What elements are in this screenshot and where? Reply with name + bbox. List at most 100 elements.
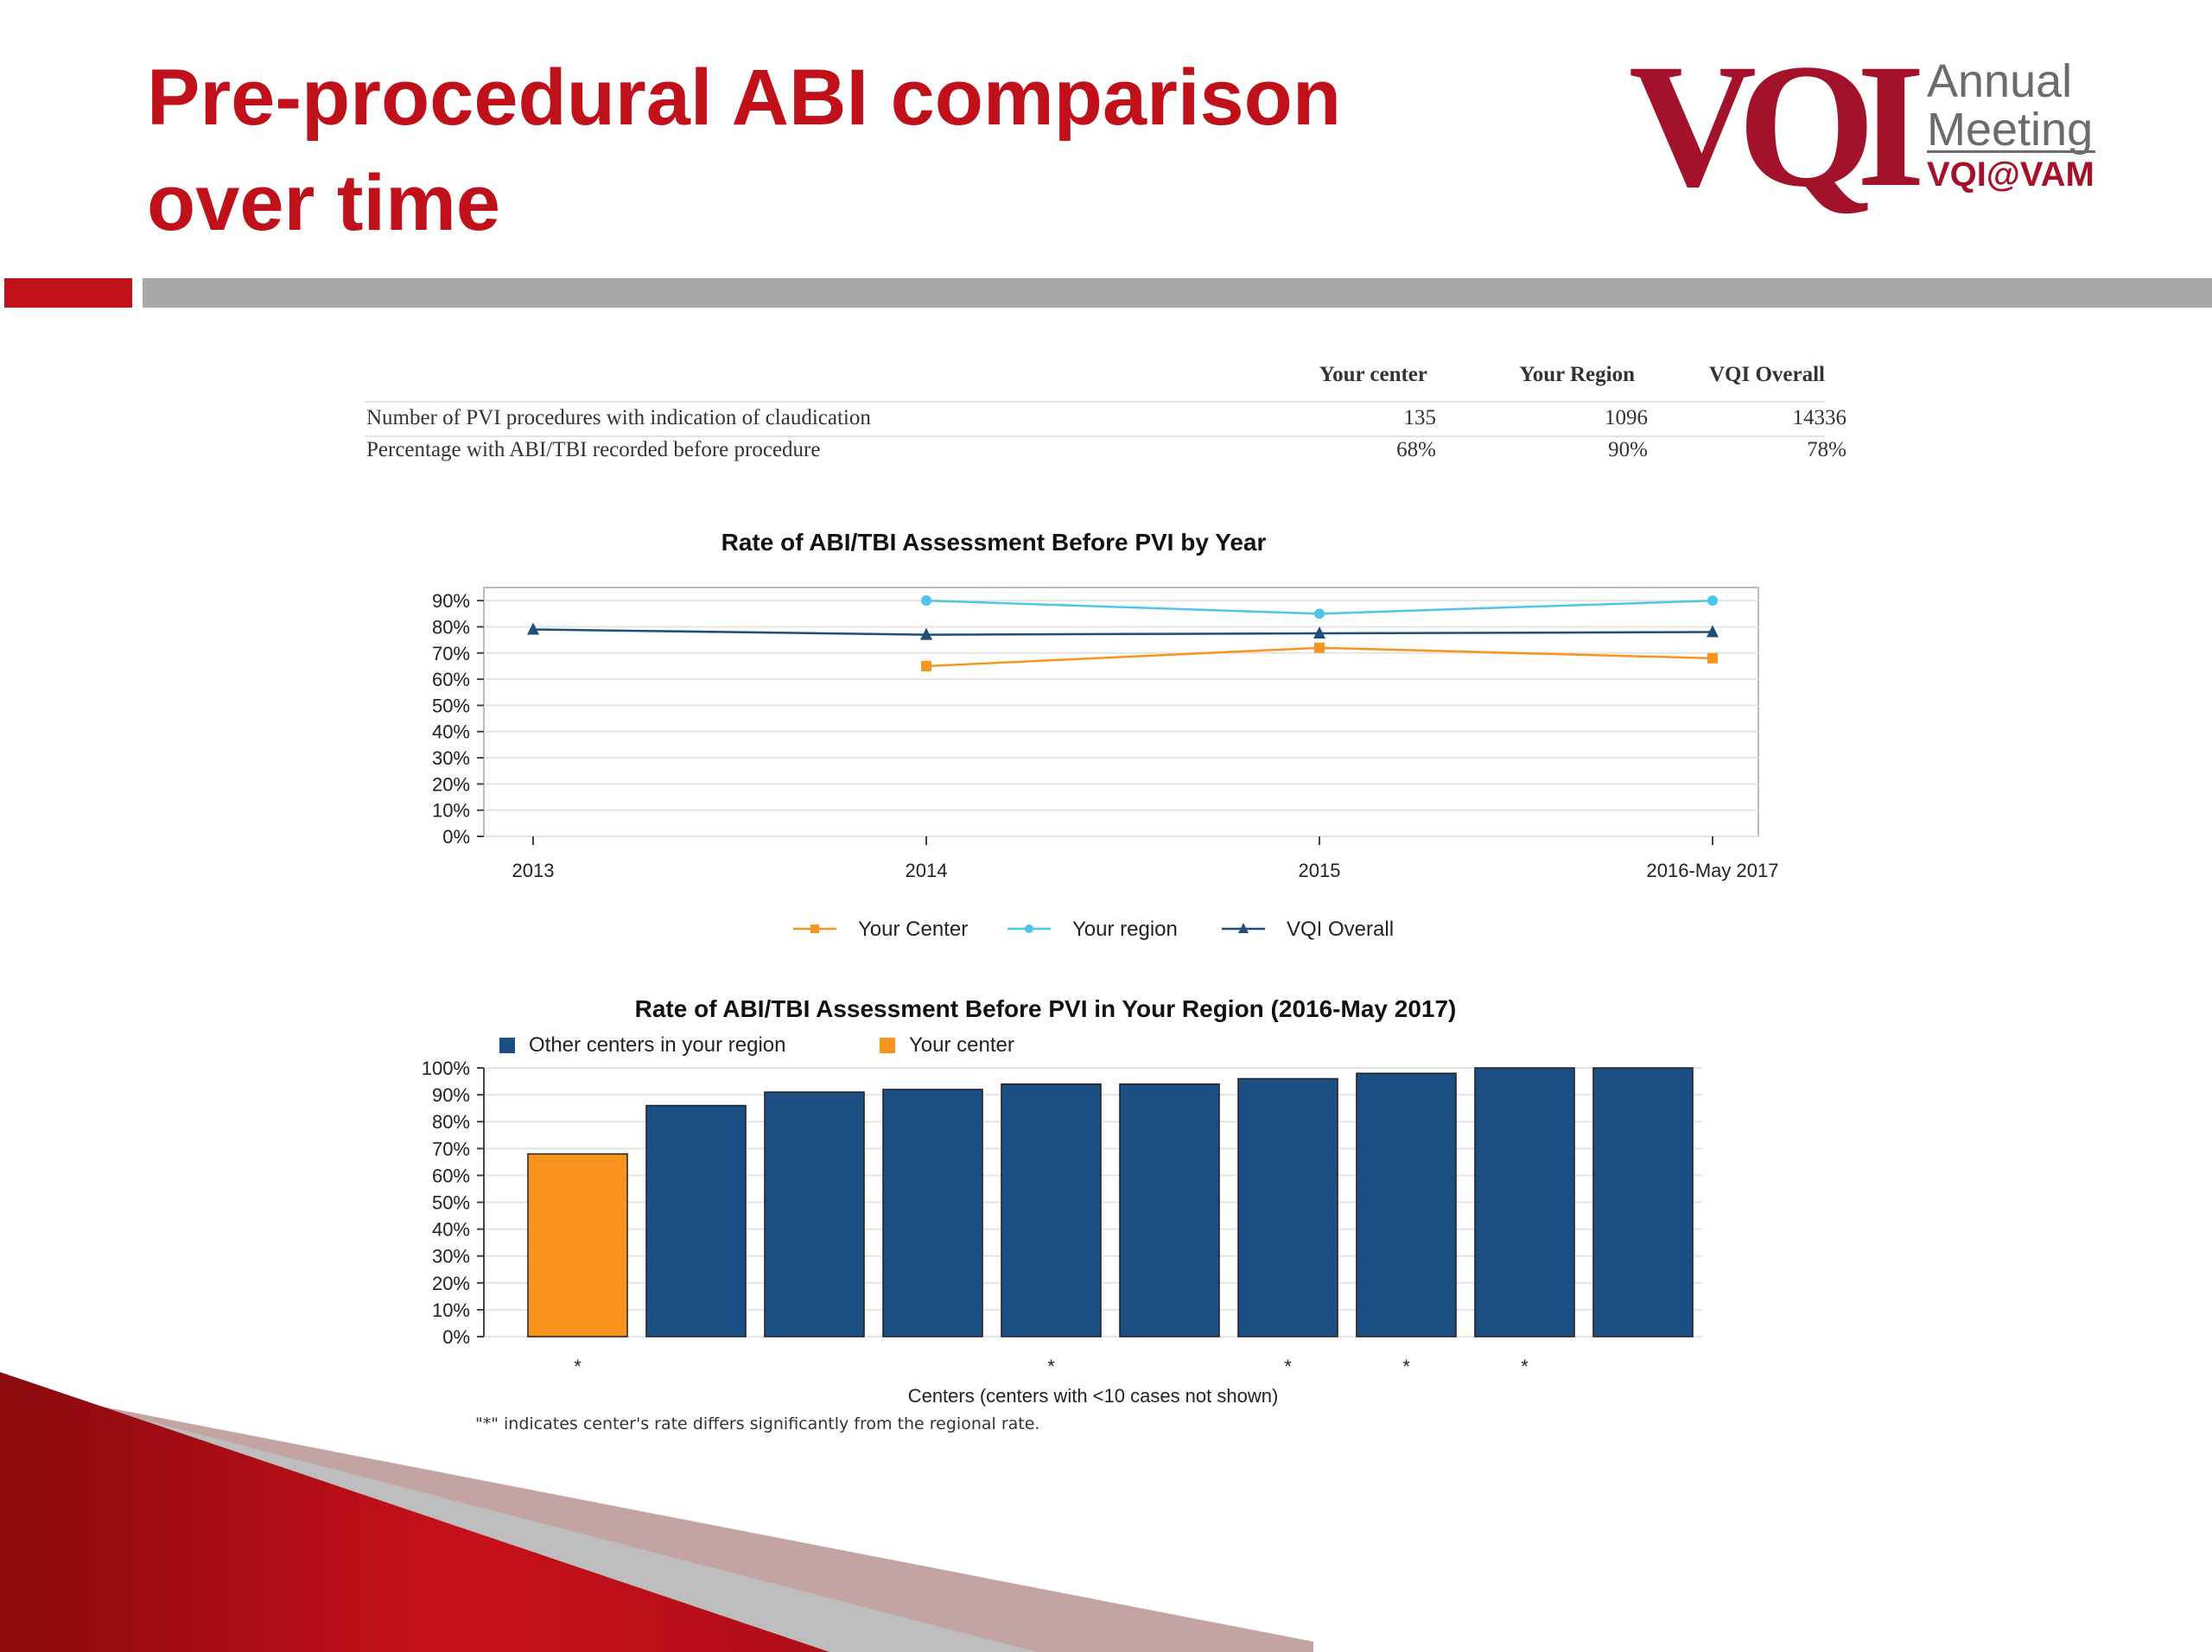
col-header-your-region: Your Region — [1519, 363, 1635, 386]
y-tick-label: 50% — [432, 695, 470, 716]
x-tick-label: 2013 — [512, 860, 555, 881]
x-tick-label: 2015 — [1299, 860, 1341, 881]
y-tick-label: 60% — [432, 669, 470, 690]
series-vqi-overall — [527, 622, 1719, 640]
y-tick-label: 20% — [432, 773, 470, 795]
series-your-region — [921, 595, 1718, 620]
y-tick-label: 50% — [432, 1192, 470, 1214]
marker-square — [810, 924, 819, 933]
legend-item: VQI Overall — [1222, 918, 1394, 941]
y-tick-label: 0% — [442, 826, 470, 848]
y-tick-label: 40% — [432, 721, 470, 743]
x-axis-label: Centers (centers with <10 cases not show… — [908, 1385, 1279, 1407]
legend-label: Your Center — [858, 918, 968, 941]
cell-your-region: 90% — [1608, 438, 1648, 461]
y-tick-label: 30% — [432, 1246, 470, 1268]
y-tick-label: 80% — [432, 616, 470, 638]
y-tick-label: 0% — [442, 1326, 470, 1348]
logo-line-vam: VQI@VAM — [1927, 156, 2094, 194]
y-tick-label: 40% — [432, 1219, 470, 1241]
bar — [527, 1153, 628, 1337]
row-label: Percentage with ABI/TBI recorded before … — [366, 438, 821, 461]
cell-your-center: 135 — [1403, 406, 1437, 429]
legend-item: Your center — [880, 1033, 1014, 1057]
col-header-vqi-overall: VQI Overall — [1708, 363, 1825, 386]
col-header-your-center: Your center — [1319, 363, 1427, 386]
bar — [1119, 1083, 1220, 1337]
marker-triangle — [920, 627, 932, 640]
legend-item: Your region — [1007, 918, 1178, 941]
significance-marker: * — [1284, 1356, 1292, 1377]
significance-marker: * — [1047, 1356, 1055, 1377]
marker-triangle — [1238, 923, 1249, 933]
bar-chart-title: Rate of ABI/TBI Assessment Before PVI in… — [634, 995, 1457, 1022]
y-tick-label: 100% — [422, 1058, 470, 1079]
marker-square — [1314, 642, 1325, 653]
table-rule — [365, 401, 1825, 403]
row-label: Number of PVI procedures with indication… — [366, 406, 871, 429]
y-tick-label: 10% — [432, 1299, 470, 1321]
header-divider-bar — [143, 278, 2212, 308]
significance-marker: * — [1521, 1356, 1529, 1377]
y-tick-label: 20% — [432, 1273, 470, 1294]
cell-vqi-overall: 78% — [1807, 438, 1847, 461]
logo-line-annual: Annual — [1927, 55, 2073, 107]
x-tick-label: 2016-May 2017 — [1647, 860, 1779, 881]
bar — [1237, 1077, 1338, 1337]
logo-line-meeting: Meeting — [1927, 104, 2094, 156]
legend-label: Other centers in your region — [529, 1033, 785, 1057]
bar — [1592, 1067, 1694, 1337]
marker-square — [921, 660, 931, 671]
marker-triangle — [527, 622, 539, 635]
cell-your-center: 68% — [1396, 438, 1436, 461]
y-tick-label: 70% — [432, 643, 470, 664]
y-tick-label: 10% — [432, 800, 470, 822]
logo-rule — [1927, 150, 2095, 153]
significance-marker: * — [1402, 1356, 1410, 1377]
logo-mark: VQI — [1629, 28, 1925, 224]
legend-swatch — [499, 1038, 515, 1053]
y-tick-label: 60% — [432, 1165, 470, 1186]
bar — [1356, 1072, 1457, 1337]
slide-title: Pre-procedural ABI comparison over time — [147, 54, 1342, 247]
header-accent-bar — [4, 278, 132, 308]
bar — [1001, 1083, 1102, 1337]
table-rule — [365, 435, 1825, 437]
marker-triangle — [1707, 625, 1719, 638]
legend-label: Your region — [1072, 918, 1178, 941]
y-tick-label: 30% — [432, 747, 470, 769]
bar — [882, 1089, 983, 1337]
marker-circle — [1314, 608, 1325, 620]
cell-vqi-overall: 14336 — [1792, 406, 1847, 429]
legend-item: Your Center — [793, 918, 968, 941]
marker-circle — [1025, 924, 1033, 933]
y-tick-label: 70% — [432, 1138, 470, 1160]
cell-your-region: 1096 — [1605, 406, 1648, 429]
bar-chart-footnote: "*" indicates center's rate differs sign… — [475, 1414, 1040, 1433]
marker-circle — [1707, 595, 1718, 607]
marker-circle — [921, 595, 931, 607]
x-tick-label: 2014 — [906, 860, 948, 881]
legend-label: VQI Overall — [1287, 918, 1394, 941]
series-line — [532, 628, 1713, 636]
table-row: Percentage with ABI/TBI recorded before … — [365, 438, 1847, 469]
marker-square — [1707, 652, 1718, 664]
significance-marker: * — [574, 1356, 582, 1377]
bar — [1474, 1067, 1575, 1337]
line-chart-title: Rate of ABI/TBI Assessment Before PVI by… — [721, 529, 1267, 556]
wedge-red — [0, 1372, 830, 1652]
decorative-wedge — [0, 1372, 1313, 1652]
vqi-logo: VQI Annual Meeting VQI@VAM — [1629, 37, 2113, 225]
legend-label: Your center — [909, 1033, 1014, 1057]
table-row: Number of PVI procedures with indication… — [365, 406, 1847, 437]
y-tick-label: 80% — [432, 1111, 470, 1133]
legend-item: Other centers in your region — [499, 1033, 785, 1057]
bar — [645, 1104, 747, 1337]
bar — [764, 1091, 865, 1337]
marker-triangle — [1313, 626, 1325, 639]
y-tick-label: 90% — [432, 1084, 470, 1106]
plot-frame — [483, 587, 1759, 837]
legend-swatch — [880, 1038, 895, 1053]
